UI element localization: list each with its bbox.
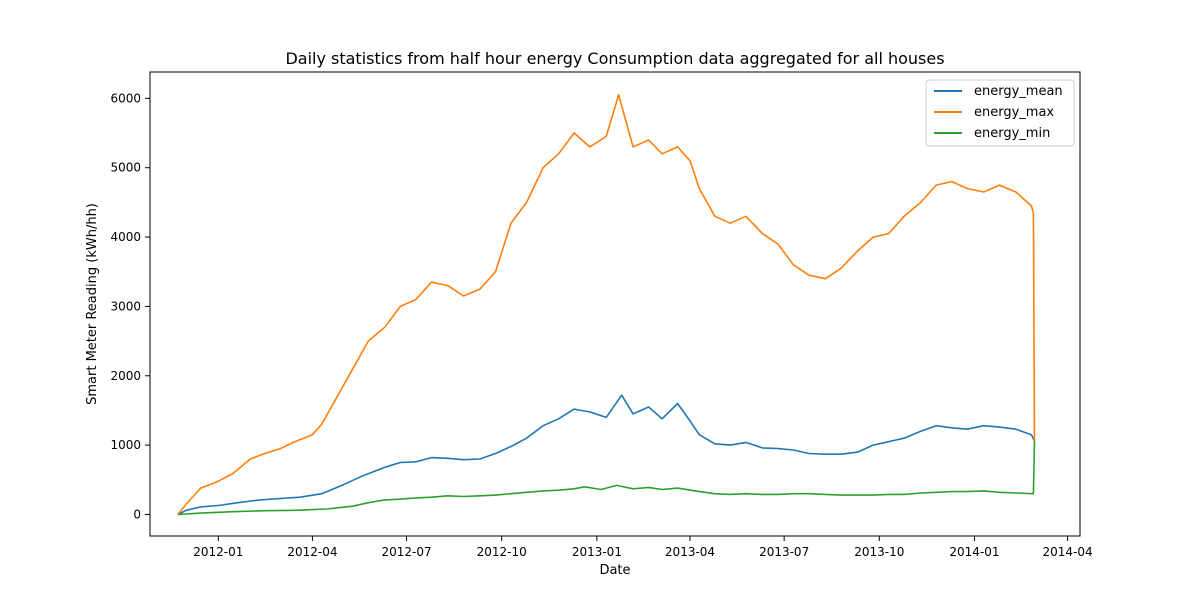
x-tick-label: 2013-01 — [572, 545, 622, 559]
y-tick-label: 2000 — [110, 369, 141, 383]
y-axis-label: Smart Meter Reading (kWh/hh) — [85, 203, 100, 405]
x-axis-label: Date — [599, 563, 630, 578]
y-axis: 0 1000 2000 3000 4000 5000 6000 — [110, 91, 150, 521]
chart-title: Daily statistics from half hour energy C… — [285, 49, 944, 68]
y-tick-label: 6000 — [110, 91, 141, 105]
x-tick-label: 2012-01 — [193, 545, 243, 559]
y-tick-label: 3000 — [110, 299, 141, 313]
legend: energy_mean energy_max energy_min — [925, 79, 1075, 147]
legend-label: energy_min — [974, 126, 1050, 141]
legend-box — [925, 79, 1075, 147]
x-tick-label: 2012-07 — [381, 545, 431, 559]
series-line-energy-mean — [177, 394, 1036, 516]
x-tick-label: 2014-01 — [949, 545, 999, 559]
x-tick-label: 2013-10 — [854, 545, 904, 559]
y-tick-label: 4000 — [110, 230, 141, 244]
x-axis: 2012-01 2012-04 2012-07 2012-10 2013-01 2013-… — [193, 536, 1093, 559]
x-tick-label: 2013-07 — [759, 545, 809, 559]
series-layer — [177, 94, 1036, 516]
legend-label: energy_max — [974, 105, 1054, 120]
y-tick-label: 1000 — [110, 438, 141, 452]
axes-frame — [149, 71, 1081, 537]
legend-label: energy_mean — [974, 84, 1063, 99]
y-tick-label: 5000 — [110, 161, 141, 175]
x-tick-label: 2014-04 — [1043, 545, 1093, 559]
x-tick-label: 2012-10 — [477, 545, 527, 559]
series-line-energy-max — [177, 94, 1036, 515]
x-tick-label: 2013-04 — [665, 545, 715, 559]
series-line-energy-min — [177, 440, 1036, 516]
y-tick-label: 0 — [133, 507, 141, 521]
x-tick-label: 2012-04 — [287, 545, 337, 559]
